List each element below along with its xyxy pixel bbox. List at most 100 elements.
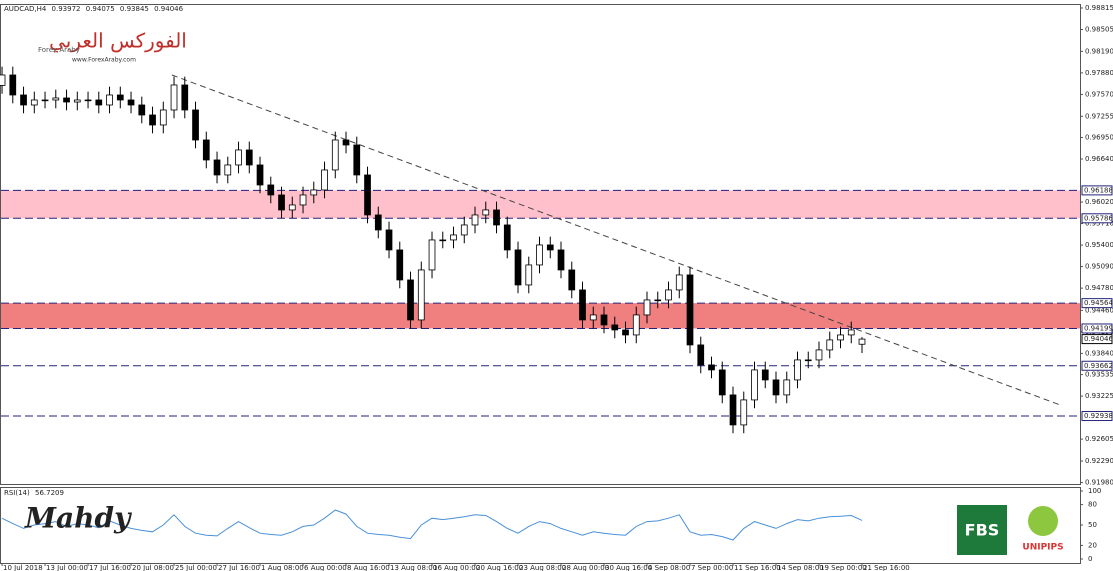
x-tick-label: 20 Jul 08:00 xyxy=(132,564,174,571)
candle-body xyxy=(783,379,791,396)
plot: 0.98815 0.98505 0.98190 0.97880 0.97570 0.972… xyxy=(0,4,1113,571)
x-tick-label: 27 Jul 16:00 xyxy=(218,564,260,571)
candle-body xyxy=(353,144,361,176)
y-tick-label: 0.96020 xyxy=(1085,198,1113,206)
candle-body xyxy=(643,299,651,316)
x-tick-label: 17 Jul 16:00 xyxy=(89,564,131,571)
x-tick-label: 10 Jul 2018 xyxy=(3,564,43,571)
candle-body xyxy=(256,164,264,186)
y-tick-label: 0.97570 xyxy=(1085,90,1113,98)
x-tick-label: 21 Sep 16:00 xyxy=(863,564,910,571)
x-tick-label: 20 Aug 16:00 xyxy=(476,564,523,571)
candle-body xyxy=(73,99,81,103)
trendline xyxy=(171,74,1060,406)
candle-body xyxy=(729,394,737,426)
candle-body xyxy=(772,379,780,396)
candle-body xyxy=(278,194,285,211)
level-label-box xyxy=(1081,323,1113,334)
x-tick-label: 19 Sep 00:00 xyxy=(820,564,867,571)
x-tick-label: 28 Aug 00:00 xyxy=(562,564,609,571)
y-tick-label: 0.95090 xyxy=(1085,263,1113,271)
candle-body xyxy=(460,224,468,236)
header-open: 0.93972 xyxy=(52,5,81,13)
level-label: 0.95786 xyxy=(1084,214,1113,222)
candle-body xyxy=(288,204,296,211)
zone xyxy=(1,303,1080,329)
candle-body xyxy=(450,234,457,241)
main-frame xyxy=(0,4,1081,485)
x-tick-label: 4 Sep 08:00 xyxy=(648,564,690,571)
unipips-icon xyxy=(1028,506,1058,536)
y-tick-label: 0.96950 xyxy=(1085,133,1113,141)
candle-body xyxy=(138,104,146,116)
rsi-tick-label: 20 xyxy=(1088,541,1097,549)
y-tick-label: 0.98815 xyxy=(1085,4,1113,12)
candle-body xyxy=(557,249,565,271)
candle-body xyxy=(127,99,135,106)
y-tick-label: 0.95710 xyxy=(1085,220,1113,228)
candle-body xyxy=(471,214,479,226)
candle-body xyxy=(632,314,640,336)
candle-body xyxy=(235,149,242,166)
y-tick-label: 0.92605 xyxy=(1085,435,1113,443)
candle-body xyxy=(245,149,253,166)
candle-body xyxy=(611,324,619,331)
level-label-box xyxy=(1081,360,1113,371)
symbol: AUDCAD,H4 xyxy=(4,5,47,13)
candle-body xyxy=(654,299,662,302)
y-tick-label: 0.96640 xyxy=(1085,155,1113,163)
candle-body xyxy=(224,164,232,176)
candle-body xyxy=(267,184,275,196)
candle-body xyxy=(52,97,60,101)
candle-body xyxy=(718,369,726,396)
candle-body xyxy=(321,169,328,191)
candle-body xyxy=(568,269,576,291)
y-tick-label: 0.93840 xyxy=(1085,349,1113,357)
candle-body xyxy=(63,97,70,103)
candle-body xyxy=(740,399,748,426)
candle-body xyxy=(149,114,156,126)
candle-body xyxy=(9,74,17,96)
zone xyxy=(1,190,1080,219)
candle-body xyxy=(181,84,189,111)
x-tick-label: 8 Aug 16:00 xyxy=(347,564,390,571)
level-label: 0.96188 xyxy=(1084,186,1113,194)
candle-body xyxy=(342,139,350,146)
candle-body xyxy=(106,94,113,106)
header-close: 0.94046 xyxy=(154,5,183,13)
watermark-arabic: الفوركس العربي xyxy=(49,29,187,53)
last-price-box xyxy=(1081,334,1113,345)
candle-body xyxy=(546,244,554,251)
x-tick-label: 16 Aug 00:00 xyxy=(433,564,480,571)
candle-body xyxy=(202,139,210,161)
y-tick-label: 0.93535 xyxy=(1085,371,1113,379)
candle-body xyxy=(751,369,758,401)
y-tick-label: 0.98190 xyxy=(1085,47,1113,55)
fbs-text: FBS xyxy=(965,521,1000,540)
x-tick-label: 6 Aug 00:00 xyxy=(304,564,347,571)
candle-body xyxy=(826,339,834,351)
rsi-name: RSI(14) xyxy=(4,489,30,497)
rsi-line xyxy=(1,509,863,541)
y-tick-label: 0.94780 xyxy=(1085,284,1113,292)
candle-body xyxy=(536,244,543,266)
rsi-tick-label: 100 xyxy=(1088,487,1101,495)
candle-body xyxy=(847,329,855,336)
candle-body xyxy=(837,334,844,341)
candle-body xyxy=(407,279,414,321)
y-tick-label: 0.94460 xyxy=(1085,306,1113,314)
candle-body xyxy=(30,99,38,106)
x-tick-label: 14 Sep 08:00 xyxy=(777,564,824,571)
x-tick-label: 13 Aug 08:00 xyxy=(390,564,437,571)
candle-body xyxy=(482,209,490,216)
y-tick-label: 0.92290 xyxy=(1085,457,1113,465)
rsi-tick-label: 80 xyxy=(1088,501,1097,509)
y-tick-label: 0.97880 xyxy=(1085,69,1113,77)
x-tick-label: 7 Sep 00:00 xyxy=(691,564,733,571)
signature: Mahdy xyxy=(24,502,132,535)
candle-body xyxy=(686,274,694,346)
candle-body xyxy=(41,99,49,102)
candle-body xyxy=(192,109,199,141)
